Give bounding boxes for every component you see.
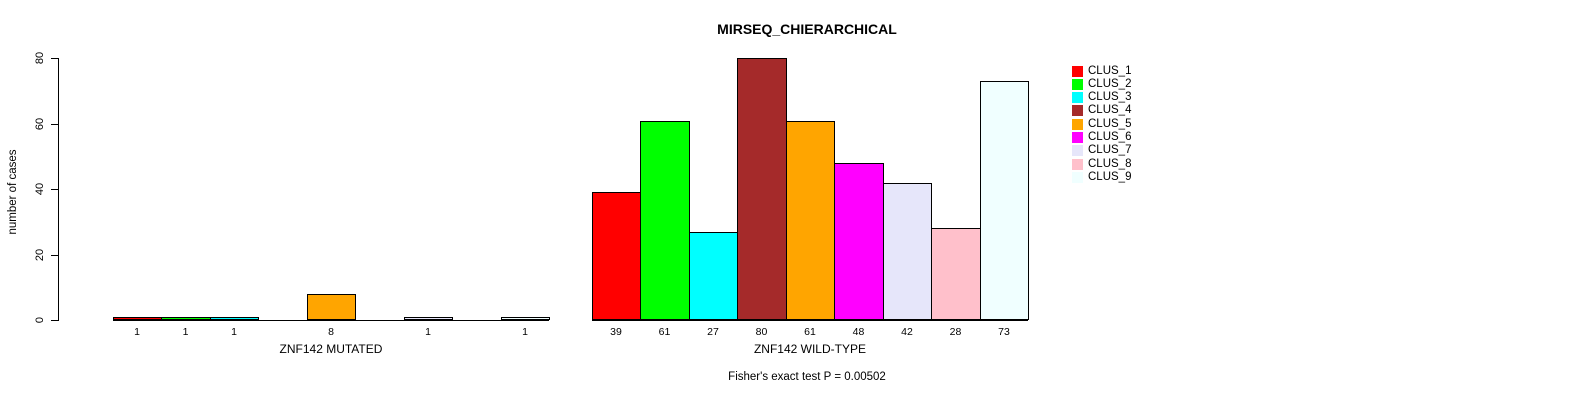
legend-swatch-clus_9 [1072,171,1083,183]
y-tick-label: 40 [34,183,46,196]
legend-label-clus_3: CLUS_3 [1088,91,1132,104]
bar-value-label: 61 [658,326,671,338]
legend-label-clus_7: CLUS_7 [1088,144,1132,157]
legend-label-clus_4: CLUS_4 [1088,104,1132,117]
legend-label-clus_2: CLUS_2 [1088,77,1132,90]
bar-value-label: 1 [425,326,431,338]
bar-clus_2 [640,121,690,320]
bar-clus_2 [161,317,211,320]
bar-value-label: 1 [134,326,140,338]
bar-value-label: 27 [707,326,719,338]
chart-title: MIRSEQ_CHIERARCHICAL [717,21,897,37]
y-tick-mark [51,189,58,191]
bar-value-label: 1 [522,326,528,338]
bar-clus_4 [737,58,787,320]
legend-swatch-clus_8 [1072,158,1083,170]
legend-label-clus_9: CLUS_9 [1088,170,1132,183]
bar-value-label: 42 [901,326,913,338]
x-group-label: ZNF142 MUTATED [279,342,383,356]
legend-swatch-clus_2 [1072,78,1083,90]
bar-clus_5 [786,121,835,320]
legend-swatch-clus_6 [1072,132,1083,143]
y-tick-label: 0 [34,316,46,324]
bar-value-label: 61 [804,326,816,338]
bar-clus_1 [592,192,641,320]
bar-clus_8 [931,228,981,320]
y-tick-label: 60 [34,117,46,130]
bar-value-label: 8 [328,326,334,338]
bar-value-label: 28 [949,326,962,338]
legend-swatch-clus_4 [1072,105,1083,117]
bar-clus_9 [501,317,550,320]
y-axis-line [58,58,59,321]
legend-label-clus_1: CLUS_1 [1088,64,1132,77]
legend-swatch-clus_5 [1072,118,1083,130]
bar-clus_5 [307,294,356,320]
legend-label-clus_5: CLUS_5 [1088,117,1132,130]
bar-value-label: 1 [182,326,189,338]
legend-swatch-clus_1 [1072,65,1083,77]
group-baseline [113,320,549,321]
bar-clus_6 [834,163,884,320]
y-axis-label: number of cases [7,149,19,235]
legend-label-clus_8: CLUS_8 [1088,157,1132,170]
bar-value-label: 48 [852,326,865,338]
y-tick-mark [51,254,58,256]
bar-clus_1 [113,317,162,320]
x-group-label: ZNF142 WILD-TYPE [753,342,866,356]
bar-clus_3 [210,317,259,320]
legend-label-clus_6: CLUS_6 [1088,131,1132,143]
y-tick-mark [51,123,58,125]
bar-value-label: 80 [755,326,768,338]
y-tick-label: 80 [34,52,46,65]
bar-clus_7 [883,183,932,320]
group-baseline [592,320,1028,321]
footer-note: Fisher's exact test P = 0.00502 [728,371,886,383]
legend-swatch-clus_7 [1072,145,1083,157]
bar-clus_7 [404,317,453,320]
bar-value-label: 39 [610,326,622,338]
y-tick-mark [51,320,58,321]
bar-clus_3 [689,232,738,320]
bar-clus_9 [980,81,1029,320]
y-tick-mark [51,58,58,60]
bar-value-label: 73 [998,326,1010,338]
legend-swatch-clus_3 [1072,92,1083,104]
bar-value-label: 1 [231,326,237,338]
y-tick-label: 20 [34,248,46,261]
